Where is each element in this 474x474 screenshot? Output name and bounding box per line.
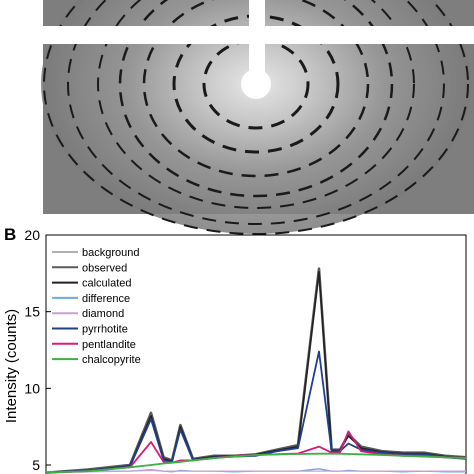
legend-label-chalcopyrite: chalcopyrite bbox=[82, 354, 141, 366]
diffraction-image bbox=[41, 0, 474, 235]
y-tick-label: 20 bbox=[24, 227, 40, 243]
legend-label-pyrrhotite: pyrrhotite bbox=[82, 324, 128, 336]
beamstop-vertical-arm bbox=[249, 0, 265, 84]
legend-label-background: background bbox=[82, 247, 140, 259]
panel-b-label: B bbox=[4, 225, 16, 244]
legend-label-calculated: calculated bbox=[82, 278, 132, 290]
legend-label-observed: observed bbox=[82, 262, 127, 274]
legend-label-difference: difference bbox=[82, 293, 130, 305]
y-tick-label: 5 bbox=[32, 457, 40, 473]
series-line-diamond bbox=[45, 469, 466, 474]
diffraction-rings bbox=[43, 0, 469, 235]
y-tick-label: 10 bbox=[24, 380, 40, 396]
series-line-pyrrhotite bbox=[45, 350, 467, 474]
diffraction-pattern-chart: Intensity (counts) 5 10 15 20 background obs… bbox=[3, 227, 467, 474]
legend-label-diamond: diamond bbox=[82, 308, 124, 320]
y-axis-ticks: 5 10 15 20 bbox=[24, 227, 51, 473]
series-lines bbox=[45, 267, 467, 474]
legend: background observed calculated difference di… bbox=[52, 247, 141, 366]
series-line-chalcopyrite bbox=[45, 452, 467, 474]
plot-frame bbox=[45, 234, 467, 474]
y-tick-label: 15 bbox=[24, 304, 40, 320]
legend-label-pentlandite: pentlandite bbox=[82, 339, 136, 351]
beam-center bbox=[241, 69, 271, 99]
y-axis-label: Intensity (counts) bbox=[3, 309, 20, 423]
